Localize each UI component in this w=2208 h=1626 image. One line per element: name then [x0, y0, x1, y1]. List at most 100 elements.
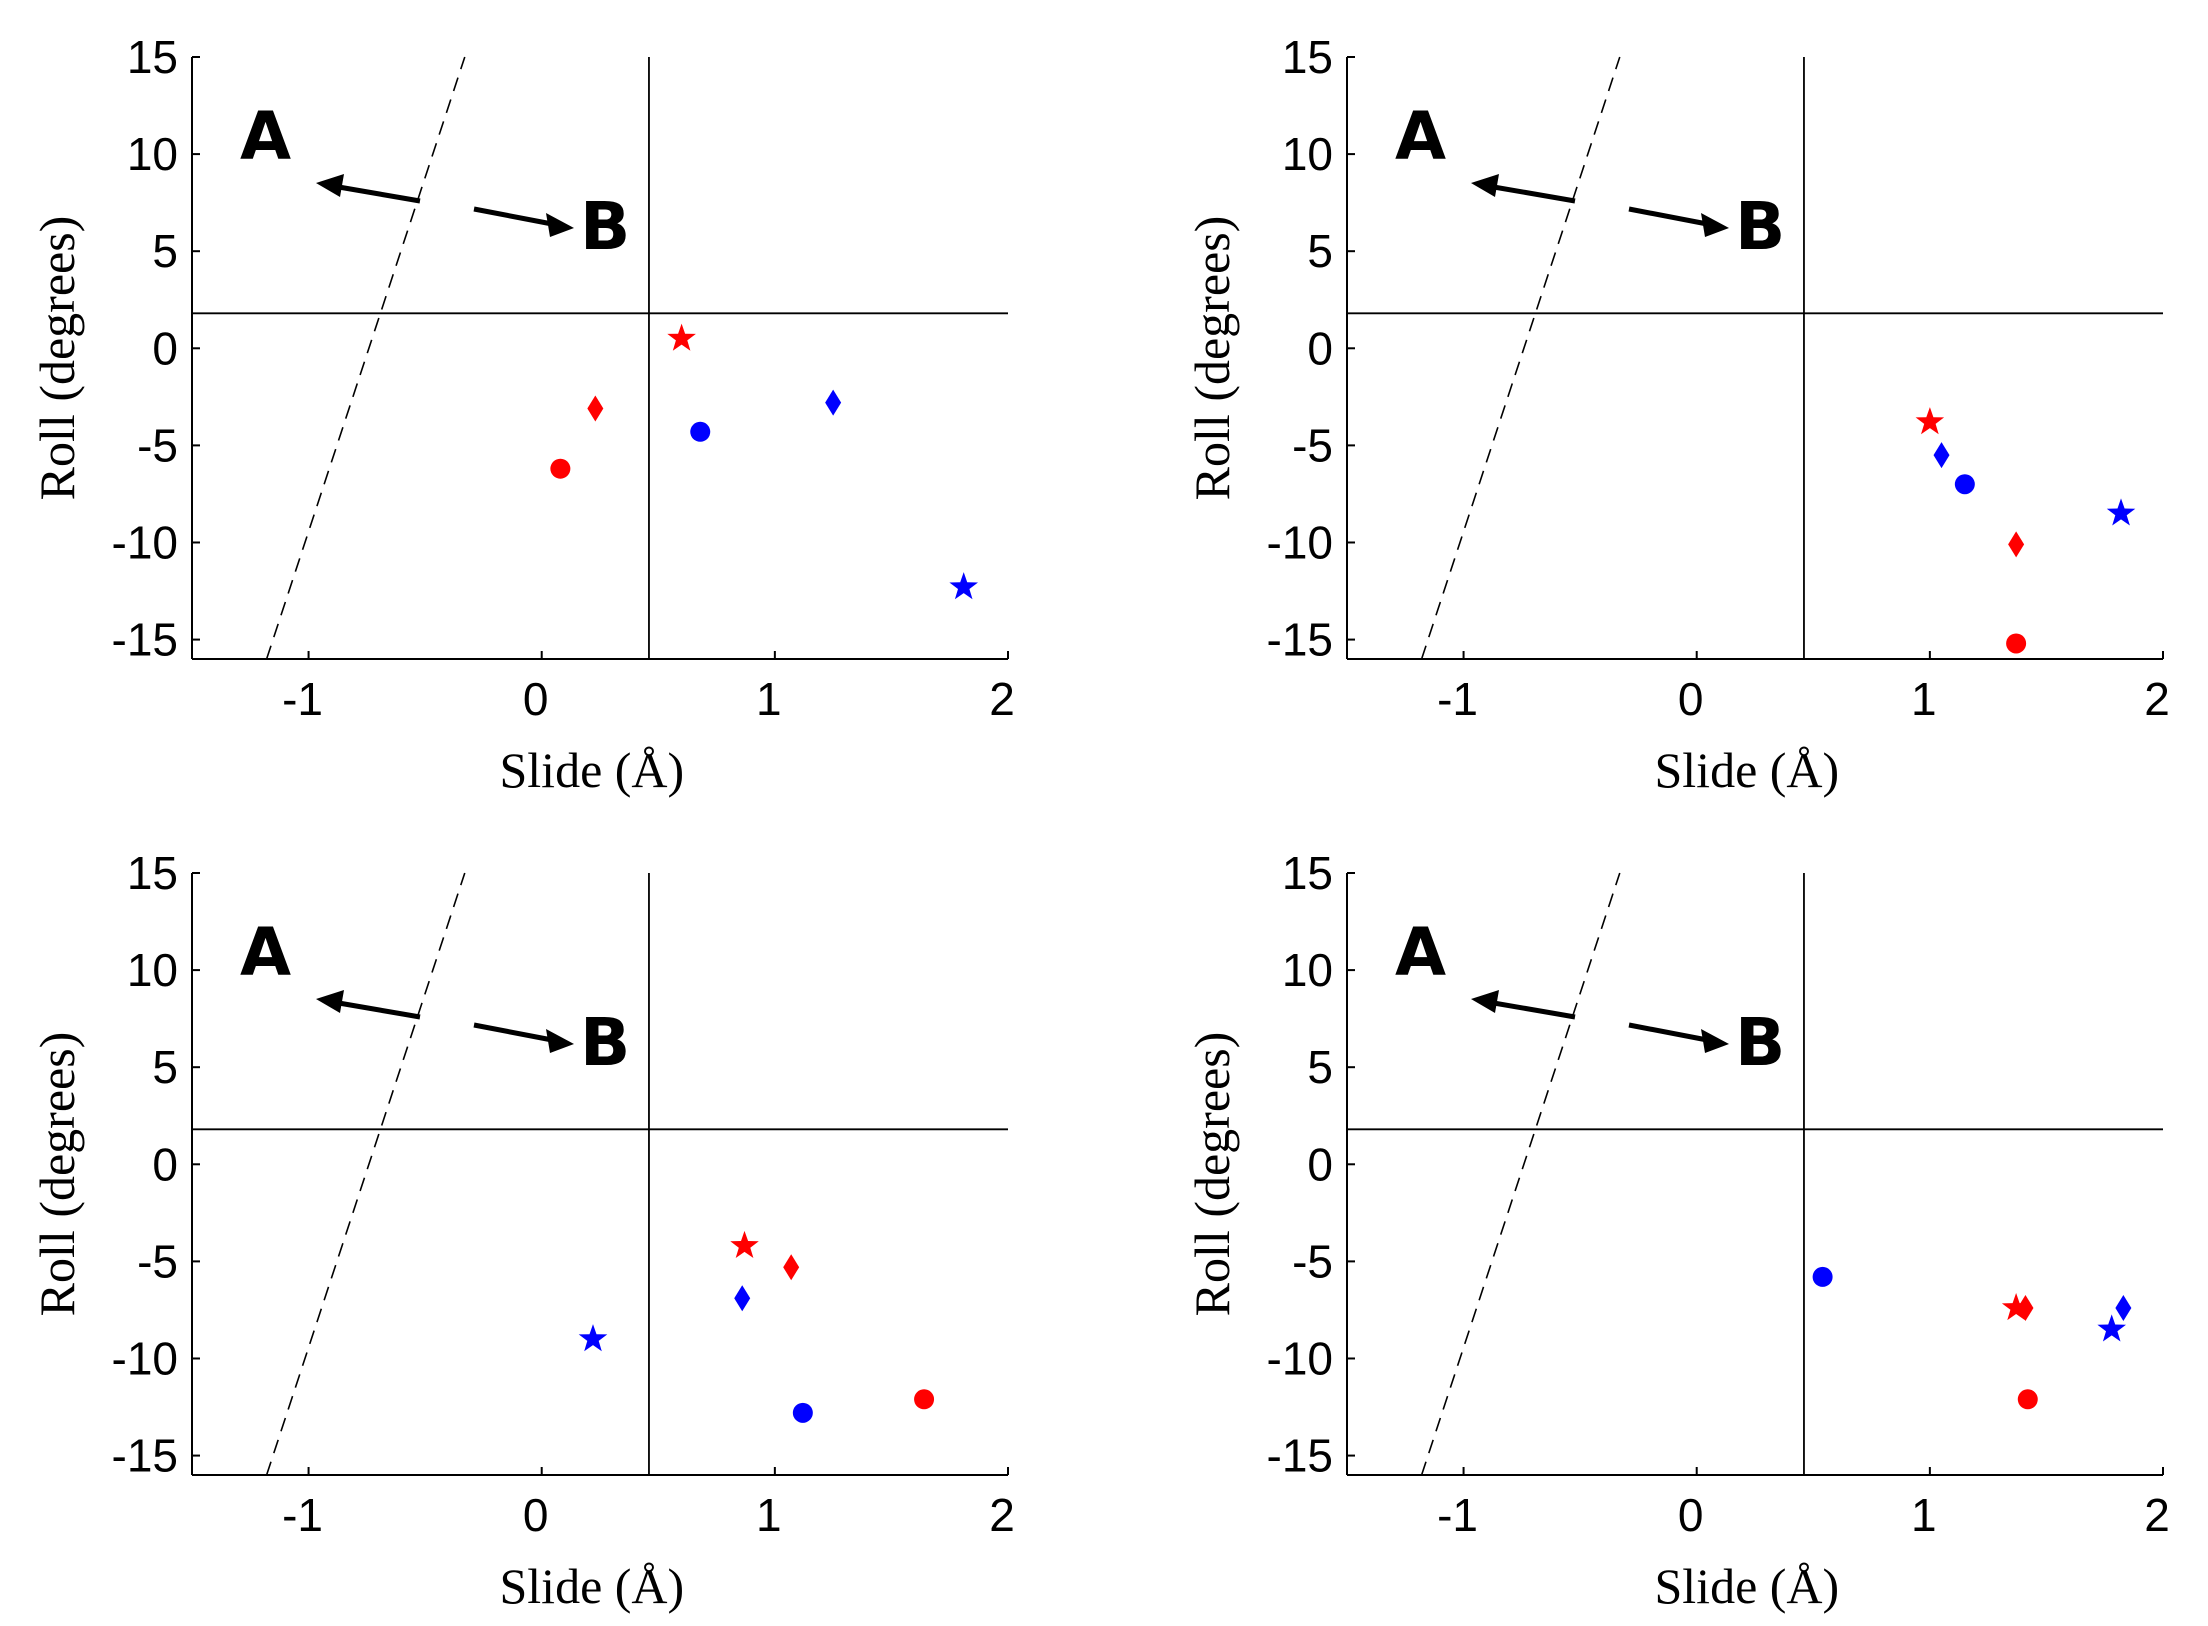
y-tick-label: -10 — [112, 1332, 178, 1384]
arrow-head-b — [1701, 1029, 1729, 1053]
y-tick-label: 15 — [127, 847, 178, 899]
blue-diamond-marker — [734, 1285, 751, 1312]
x-tick-label: 1 — [1911, 673, 1937, 725]
dashed-boundary-line — [1420, 872, 1621, 1476]
red-diamond-marker — [587, 395, 604, 422]
arrow-to-a — [1484, 999, 1576, 1020]
red-circle-marker — [2006, 633, 2027, 654]
red-circle-marker — [550, 458, 571, 479]
arrow-head-a — [316, 990, 344, 1013]
red-star-marker — [730, 1230, 759, 1258]
x-tick-label: -1 — [282, 673, 323, 725]
y-tick-label: -15 — [1267, 1430, 1333, 1482]
red-star-marker — [1915, 407, 1945, 435]
red-star-marker — [667, 323, 696, 351]
blue-star-marker — [578, 1324, 608, 1352]
red-diamond-marker — [2008, 531, 2025, 558]
y-tick-label: 5 — [1307, 225, 1333, 277]
blue-diamond-marker — [825, 389, 842, 416]
x-tick-label: 1 — [1911, 1489, 1937, 1541]
arrow-to-b — [1628, 206, 1716, 228]
red-diamond-marker — [2017, 1294, 2034, 1321]
region-a-label: A — [1395, 98, 1446, 175]
dashed-boundary-line — [265, 56, 466, 660]
red-diamond-marker — [783, 1254, 800, 1281]
blue-circle-marker — [1954, 474, 1975, 495]
arrow-to-b — [473, 1022, 561, 1044]
x-tick-label: 2 — [989, 673, 1015, 725]
region-b-label: B — [580, 188, 630, 265]
arrow-head-a — [1471, 990, 1499, 1013]
arrow-to-a — [329, 183, 421, 204]
y-tick-label: -10 — [112, 516, 178, 568]
y-tick-label: 15 — [127, 31, 178, 83]
x-axis-label: Slide (Å) — [499, 1558, 684, 1614]
y-tick-label: -15 — [1267, 614, 1333, 666]
x-tick-label: 0 — [1678, 1489, 1704, 1541]
y-axis-label: Roll (degrees) — [1184, 216, 1240, 501]
blue-diamond-marker — [1933, 442, 1950, 469]
x-axis-label: Slide (Å) — [1654, 742, 1839, 798]
region-b-label: B — [1735, 1004, 1785, 1081]
blue-diamond-marker — [2115, 1294, 2132, 1321]
x-tick-label: 0 — [523, 1489, 549, 1541]
y-tick-label: 15 — [1282, 31, 1333, 83]
x-tick-label: 1 — [756, 673, 782, 725]
y-tick-label: 10 — [127, 128, 178, 180]
x-tick-label: 2 — [2144, 673, 2170, 725]
y-axis-label: Roll (degrees) — [1184, 1032, 1240, 1317]
blue-circle-marker — [690, 421, 711, 442]
dashed-boundary-line — [1420, 56, 1621, 660]
blue-circle-marker — [1812, 1266, 1833, 1287]
arrow-to-a — [329, 999, 421, 1020]
dashed-boundary-line — [265, 872, 466, 1476]
arrow-head-b — [1701, 213, 1729, 237]
region-a-label: A — [240, 98, 291, 175]
x-tick-label: 2 — [2144, 1489, 2170, 1541]
y-tick-label: 0 — [152, 322, 178, 374]
x-tick-label: 0 — [1678, 673, 1704, 725]
y-axis-label: Roll (degrees) — [29, 1032, 85, 1317]
red-star-marker — [2001, 1293, 2031, 1321]
blue-circle-marker — [792, 1402, 813, 1423]
y-tick-label: 5 — [1307, 1041, 1333, 1093]
y-tick-label: 10 — [127, 944, 178, 996]
region-b-label: B — [1735, 188, 1785, 265]
arrow-head-a — [1471, 174, 1499, 197]
y-tick-label: 5 — [152, 1041, 178, 1093]
blue-star-marker — [949, 572, 978, 600]
x-axis-label: Slide (Å) — [1654, 1558, 1839, 1614]
red-circle-marker — [2017, 1389, 2038, 1410]
y-tick-label: 0 — [1307, 322, 1333, 374]
arrow-head-b — [546, 213, 574, 237]
x-tick-label: 2 — [989, 1489, 1015, 1541]
y-axis-label: Roll (degrees) — [29, 216, 85, 501]
region-b-label: B — [580, 1004, 630, 1081]
y-tick-label: -5 — [1292, 419, 1333, 471]
y-tick-label: -15 — [112, 1430, 178, 1482]
region-a-label: A — [1395, 914, 1446, 991]
y-tick-label: -5 — [137, 1235, 178, 1287]
y-tick-label: 10 — [1282, 128, 1333, 180]
region-a-label: A — [240, 914, 291, 991]
red-circle-marker — [914, 1389, 935, 1410]
y-tick-label: 5 — [152, 225, 178, 277]
x-tick-label: -1 — [1437, 1489, 1478, 1541]
y-tick-label: -5 — [1292, 1235, 1333, 1287]
y-tick-label: -10 — [1267, 1332, 1333, 1384]
y-tick-label: 0 — [1307, 1138, 1333, 1190]
blue-star-marker — [2106, 498, 2136, 526]
arrow-to-a — [1484, 183, 1576, 204]
x-tick-label: -1 — [282, 1489, 323, 1541]
blue-star-marker — [2097, 1314, 2126, 1342]
arrow-head-a — [316, 174, 344, 197]
x-tick-label: 1 — [756, 1489, 782, 1541]
y-tick-label: -15 — [112, 614, 178, 666]
arrow-to-b — [1628, 1022, 1716, 1044]
y-tick-label: 15 — [1282, 847, 1333, 899]
